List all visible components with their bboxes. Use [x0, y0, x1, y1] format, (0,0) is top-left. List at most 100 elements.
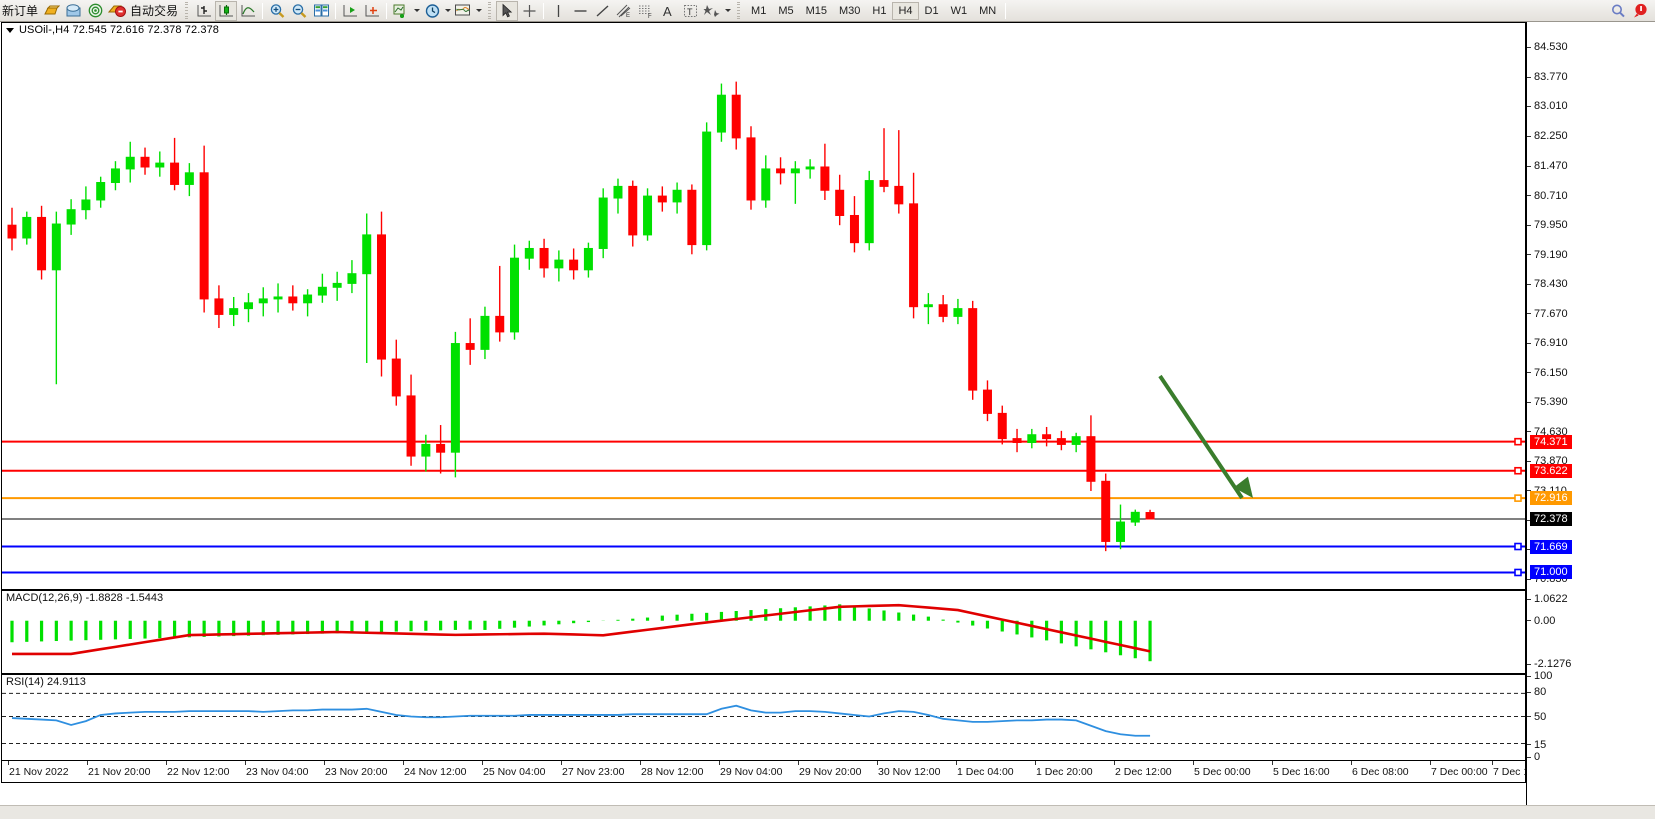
- timeframe-w1[interactable]: W1: [950, 4, 968, 17]
- chart-window: USOil-,H4 72.545 72.616 72.378 72.378 ▾ …: [0, 22, 1655, 819]
- objects-icon[interactable]: [701, 1, 723, 21]
- time-axis-label: 27 Nov 23:00: [562, 766, 625, 778]
- chevron-down-icon[interactable]: [723, 1, 732, 21]
- candlestick-chart-icon[interactable]: [215, 0, 238, 21]
- svg-text:T: T: [687, 7, 693, 17]
- toolbar-separator: [1005, 2, 1007, 19]
- price-label-71.669[interactable]: 71.669: [1530, 539, 1572, 554]
- rsi-line: [11, 704, 1151, 737]
- zoom-in-icon[interactable]: [266, 1, 288, 21]
- timeframe-m1[interactable]: M1: [751, 4, 767, 17]
- macd-label: MACD(12,26,9) -1.8828 -1.5443: [6, 592, 164, 604]
- price-tick: 74.630: [1527, 426, 1568, 437]
- price-line-73.622[interactable]: [2, 466, 1525, 475]
- toolbar-grip[interactable]: [183, 1, 191, 20]
- price-line-72.916[interactable]: [2, 494, 1525, 502]
- gold-bar-icon[interactable]: [40, 1, 62, 21]
- timeframe-mn[interactable]: MN: [979, 4, 997, 17]
- timeframe-m5[interactable]: M5: [778, 4, 794, 17]
- price-label-73.622[interactable]: 73.622: [1530, 463, 1572, 478]
- price-tick: 83.770: [1527, 71, 1568, 82]
- time-tick: [1492, 761, 1493, 765]
- price-tick: 82.250: [1527, 130, 1568, 141]
- crosshair-icon[interactable]: [518, 1, 540, 21]
- cursor-icon[interactable]: [496, 0, 519, 21]
- time-axis-label: 21 Nov 20:00: [88, 766, 151, 778]
- price-line-74.371[interactable]: [2, 437, 1525, 446]
- toolbar-right-group: [1607, 1, 1655, 21]
- price-pane[interactable]: [1, 37, 1526, 590]
- price-tick: 73.110: [1527, 485, 1567, 496]
- text-label-icon[interactable]: T: [679, 1, 701, 21]
- price-label-71.000[interactable]: 71.000: [1530, 565, 1572, 580]
- timeframe-m30[interactable]: M30: [839, 4, 861, 17]
- periods-clock-icon[interactable]: [421, 1, 443, 21]
- time-axis-label: 23 Nov 20:00: [325, 766, 388, 778]
- time-tick: [403, 761, 404, 765]
- macd-pane[interactable]: MACD(12,26,9) -1.8828 -1.5443: [1, 590, 1526, 674]
- autotrading-button[interactable]: 自动交易: [130, 4, 179, 18]
- trendline-icon[interactable]: [591, 1, 613, 21]
- price-tick: 78.430: [1527, 279, 1568, 290]
- time-tick: [956, 761, 957, 765]
- svg-text:A: A: [663, 4, 672, 19]
- time-axis-label: 23 Nov 04:00: [246, 766, 309, 778]
- chevron-down-icon[interactable]: [443, 1, 452, 21]
- time-axis-label: 5 Dec 16:00: [1273, 766, 1330, 778]
- autotrading-icon[interactable]: [106, 1, 128, 21]
- horizontal-line-icon[interactable]: [569, 1, 591, 21]
- time-axis-label: 1 Dec 04:00: [957, 766, 1014, 778]
- timeframe-m15[interactable]: M15: [805, 4, 827, 17]
- down-trend-arrow[interactable]: [1158, 374, 1253, 500]
- time-tick: [1272, 761, 1273, 765]
- bar-chart-icon[interactable]: [193, 1, 215, 21]
- timeframe-h4[interactable]: H4: [892, 1, 919, 20]
- data-window-icon[interactable]: [62, 1, 84, 21]
- equidistant-channel-icon[interactable]: E: [613, 1, 635, 21]
- network-icon[interactable]: [84, 1, 106, 21]
- search-icon[interactable]: [1607, 1, 1629, 21]
- time-axis-label: 6 Dec 08:00: [1352, 766, 1409, 778]
- toolbar-grip[interactable]: [735, 1, 743, 20]
- auto-scroll-icon[interactable]: [361, 1, 383, 21]
- time-tick: [1114, 761, 1115, 765]
- alert-icon[interactable]: [1629, 1, 1651, 21]
- rsi-axis-tick: 15: [1527, 739, 1546, 750]
- chart-shift-icon[interactable]: [339, 1, 361, 21]
- price-line-71.669[interactable]: [2, 542, 1525, 551]
- chart-menu-triangle-icon[interactable]: [6, 27, 14, 33]
- toolbar-grip[interactable]: [486, 1, 494, 20]
- templates-icon[interactable]: [452, 1, 474, 21]
- rsi-axis-tick: 50: [1527, 711, 1546, 722]
- time-tick: [324, 761, 325, 765]
- new-order-button[interactable]: 新订单: [2, 4, 39, 18]
- price-label-72.378[interactable]: 72.378: [1530, 512, 1572, 526]
- status-bar: [0, 805, 1655, 819]
- line-chart-icon[interactable]: [237, 1, 259, 21]
- price-label-72.916[interactable]: 72.916: [1530, 491, 1572, 506]
- zoom-out-icon[interactable]: [288, 1, 310, 21]
- price-line-71.000[interactable]: [2, 568, 1525, 577]
- time-tick: [877, 761, 878, 765]
- vertical-line-icon[interactable]: [547, 1, 569, 21]
- svg-text:E: E: [626, 13, 630, 19]
- chevron-down-icon[interactable]: [474, 1, 483, 21]
- timeframe-d1[interactable]: D1: [924, 4, 939, 17]
- fibonacci-icon[interactable]: F: [635, 1, 657, 21]
- price-scale[interactable]: 84.530 83.770 83.010 82.250 81.470 80.710 79.9…: [1526, 22, 1655, 819]
- time-tick: [8, 761, 9, 765]
- tile-windows-icon[interactable]: [310, 1, 332, 21]
- price-tick: 81.470: [1527, 161, 1568, 172]
- rsi-pane[interactable]: RSI(14) 24.9113: [1, 674, 1526, 761]
- price-tick: 77.670: [1527, 308, 1568, 319]
- timeframe-group: M1 M5 M15 M30 H1 H4 D1 W1 MN: [745, 0, 1002, 21]
- timeframe-h1[interactable]: H1: [872, 4, 887, 17]
- indicators-add-icon[interactable]: [390, 1, 412, 21]
- chevron-down-icon[interactable]: [412, 1, 421, 21]
- time-axis: 21 Nov 2022 21 Nov 20:00 22 Nov 12:00 23 No…: [1, 761, 1550, 783]
- text-icon[interactable]: A: [657, 1, 679, 21]
- chart-titlebar: USOil-,H4 72.545 72.616 72.378 72.378: [1, 22, 1526, 37]
- price-label-74.371[interactable]: 74.371: [1530, 434, 1572, 449]
- time-axis-label: 24 Nov 12:00: [404, 766, 467, 778]
